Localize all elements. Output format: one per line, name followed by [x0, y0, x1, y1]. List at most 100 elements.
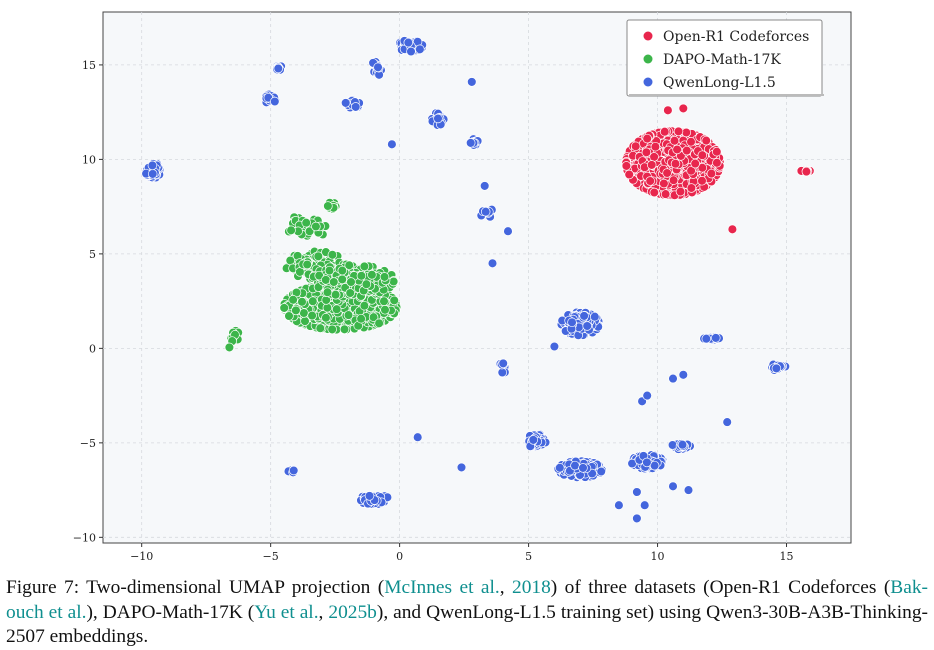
data-point [330, 289, 341, 300]
x-tick-label: −10 [130, 550, 153, 563]
data-point [467, 77, 477, 87]
data-point [313, 251, 324, 262]
data-point [642, 390, 652, 401]
data-point [771, 363, 782, 374]
data-point [639, 500, 650, 510]
data-point [682, 145, 692, 156]
data-point [711, 333, 721, 343]
data-point [331, 304, 342, 314]
y-tick-label: −5 [80, 437, 96, 450]
data-point [690, 158, 700, 169]
data-point [632, 513, 642, 524]
caption-text-2: ) of three datasets (Open-R1 Codeforces … [550, 577, 891, 598]
data-point [373, 62, 383, 73]
data-point [380, 305, 390, 315]
data-point [624, 169, 634, 180]
data-point [270, 96, 280, 107]
data-point [487, 258, 498, 269]
data-point [578, 463, 588, 473]
data-point [590, 311, 600, 322]
data-point [343, 310, 354, 320]
data-point [322, 287, 333, 297]
y-tick-label: 15 [82, 59, 96, 72]
data-point [302, 259, 312, 270]
data-point [387, 139, 397, 150]
data-point [364, 491, 375, 501]
data-point [359, 300, 370, 311]
y-tick-label: 0 [89, 342, 96, 355]
data-point [712, 158, 722, 168]
citation-mcinnes-authors[interactable]: McInnes et al. [384, 577, 500, 598]
plot-area [102, 11, 852, 544]
series-2-points [141, 36, 791, 524]
data-point [340, 98, 351, 108]
data-point [356, 271, 367, 281]
legend-marker-series-0 [643, 31, 653, 41]
series-0-points [621, 103, 815, 235]
data-point [314, 270, 324, 281]
data-point [645, 176, 655, 186]
data-point [339, 324, 350, 335]
axes: −10 −5 0 5 10 15 −10 −5 0 5 10 15 [73, 59, 794, 563]
data-point [327, 250, 338, 260]
data-point [497, 367, 508, 378]
data-point [549, 341, 560, 352]
data-point [701, 135, 711, 146]
citation-yu-authors[interactable]: Yu et al. [254, 601, 319, 623]
data-point [415, 44, 425, 55]
data-point [297, 297, 307, 307]
citation-mcinnes-year[interactable]: 2018 [512, 577, 551, 598]
grid-lines [103, 12, 851, 543]
data-point [479, 181, 490, 191]
data-point [403, 37, 414, 48]
y-tick-label: −10 [73, 531, 96, 544]
data-point [681, 127, 692, 138]
data-point [498, 358, 508, 369]
data-point [660, 189, 671, 199]
data-point [678, 103, 689, 114]
data-point [291, 305, 301, 316]
data-point [667, 440, 678, 450]
legend-marker-series-1 [643, 54, 653, 64]
data-point [288, 465, 299, 476]
data-point [465, 138, 476, 148]
data-point [337, 265, 348, 276]
data-point [327, 324, 337, 335]
data-point [596, 466, 606, 477]
data-point [555, 463, 565, 473]
citation-bakouch[interactable]: Bak-ouch et al. [6, 577, 928, 623]
data-point [712, 146, 722, 157]
caption-label: Figure 7: [6, 577, 80, 598]
data-point [673, 126, 684, 137]
data-point [668, 373, 678, 384]
data-point [321, 313, 331, 323]
data-point [356, 313, 366, 324]
data-point [801, 166, 812, 177]
scatter-points [141, 36, 815, 524]
data-point [329, 277, 339, 287]
data-point [621, 161, 632, 171]
data-point [678, 370, 689, 380]
data-point [642, 457, 652, 468]
data-point [359, 261, 370, 272]
data-point [147, 169, 158, 179]
data-point [649, 187, 660, 198]
data-point [582, 321, 592, 331]
data-point [659, 178, 669, 189]
data-point [299, 308, 309, 318]
data-point [641, 147, 652, 158]
data-point [379, 296, 389, 306]
umap-scatter-chart: −10 −5 0 5 10 15 −10 −5 0 5 10 15 Open-R1 Codeforce… [73, 11, 852, 563]
caption-text-1: Two-dimensional UMAP projection ( [79, 577, 385, 598]
data-point [147, 160, 158, 171]
data-point [668, 175, 679, 185]
data-point [350, 102, 361, 112]
citation-yu-year[interactable]: 2025b [328, 601, 377, 623]
legend-marker-series-2 [643, 77, 653, 87]
data-point [379, 272, 390, 282]
data-point [706, 168, 717, 179]
legend-shadow [629, 94, 824, 96]
caption-sep-3: , [318, 601, 329, 623]
x-tick-label: 5 [525, 550, 532, 563]
data-point [663, 105, 673, 116]
